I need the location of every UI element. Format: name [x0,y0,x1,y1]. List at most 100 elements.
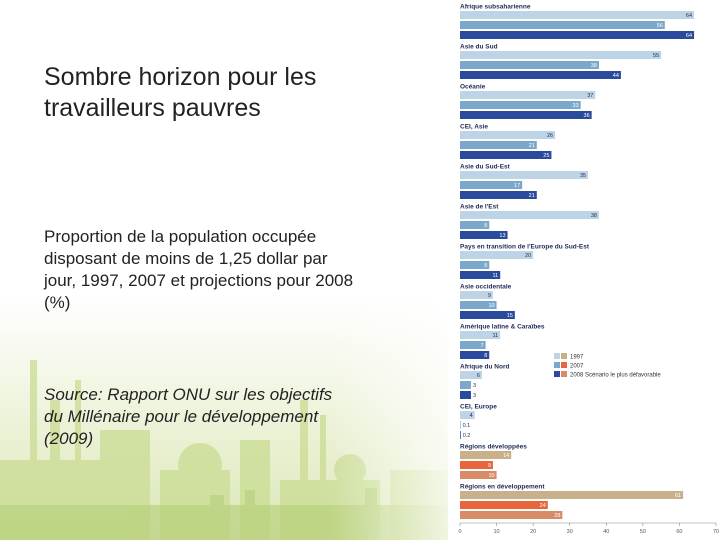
data-label: 10 [488,303,494,309]
category-label: Asie du Sud [460,44,498,51]
bar [460,341,486,349]
category-label: Océanie [460,84,486,91]
x-tick-label: 50 [640,529,646,535]
bar [460,351,490,359]
bar [460,21,665,29]
x-tick-label: 60 [676,529,682,535]
bar [460,71,621,79]
category-label: Asie de l'Est [460,204,499,211]
data-label: 61 [675,493,681,499]
bar [460,491,684,499]
category-label: Afrique du Nord [460,364,509,371]
x-tick-label: 30 [567,529,573,535]
x-tick-label: 10 [494,529,500,535]
data-label: 36 [584,113,590,119]
category-label: Amérique latine & Caraïbes [460,324,545,331]
data-label: 3 [473,383,476,389]
data-label: 38 [591,63,597,69]
data-label: 37 [587,93,593,99]
x-tick-label: 20 [530,529,536,535]
data-label: 6 [477,373,480,379]
bar [460,221,490,229]
data-label: 21 [529,193,535,199]
slide-title: Sombre horizon pour les travailleurs pau… [44,63,317,122]
bar [460,461,493,469]
data-label: 33 [573,103,579,109]
legend-swatch [554,362,560,368]
bar [460,151,552,159]
bar [460,91,596,99]
legend-label: 1997 [570,355,584,361]
category-label: CEI, Europe [460,404,497,411]
bar [460,111,592,119]
data-label: 35 [580,173,586,179]
category-label: Pays en transition de l'Europe du Sud-Es… [460,244,590,251]
bar [460,451,512,459]
data-label: 8 [484,353,487,359]
bar [460,371,482,379]
legend-label: 2007 [570,364,584,370]
bar [460,171,588,179]
category-label: CEI, Asie [460,124,488,131]
data-label: 8 [484,263,487,269]
data-label: 8 [484,223,487,229]
bar [460,311,515,319]
data-label: 0.1 [463,423,471,429]
data-label: 13 [499,233,505,239]
bar [460,211,599,219]
bar [460,511,563,519]
category-label: Afrique subsaharienne [460,4,531,11]
bar [460,501,548,509]
industrial-skyline-background [0,0,470,540]
data-label: 28 [554,513,560,519]
chart-background [448,0,720,540]
data-label: 20 [525,253,531,259]
bar [460,141,537,149]
data-label: 21 [529,143,535,149]
x-tick-label: 70 [713,529,719,535]
legend-swatch [561,362,567,368]
data-label: 11 [493,333,499,339]
bar [460,11,695,19]
data-label: 55 [653,53,659,59]
legend-swatch [561,353,567,359]
category-label: Asie du Sud-Est [460,164,511,171]
bar [460,421,461,429]
category-label: Régions développées [460,444,527,451]
bar [460,291,493,299]
bar [460,51,662,59]
bar [460,231,508,239]
bar [460,431,461,439]
bar [460,391,471,399]
data-label: 7 [481,343,484,349]
data-label: 44 [613,73,619,79]
bar [460,331,501,339]
data-label: 14 [503,453,509,459]
data-label: 9 [488,463,491,469]
bar [460,181,523,189]
data-label: 26 [547,133,553,139]
category-label: Régions en développement [460,484,545,491]
data-label: 24 [540,503,546,509]
data-label: 3 [473,393,476,399]
data-label: 17 [514,183,520,189]
data-label: 64 [686,13,692,19]
bar [460,31,695,39]
bar [460,61,599,69]
bar [460,261,490,269]
data-label: 11 [493,273,499,279]
x-tick-label: 0 [458,529,461,535]
legend-swatch [561,371,567,377]
data-label: 64 [686,33,692,39]
bar [460,381,471,389]
bar [460,101,581,109]
slide-source: Source: Rapport ONU sur les objectifs du… [44,385,333,448]
bar [460,411,475,419]
category-label: Asie occidentale [460,284,512,291]
slide-subtitle: Proportion de la population occupée disp… [44,227,354,312]
bar [460,131,556,139]
bar [460,271,501,279]
data-label: 15 [507,313,513,319]
